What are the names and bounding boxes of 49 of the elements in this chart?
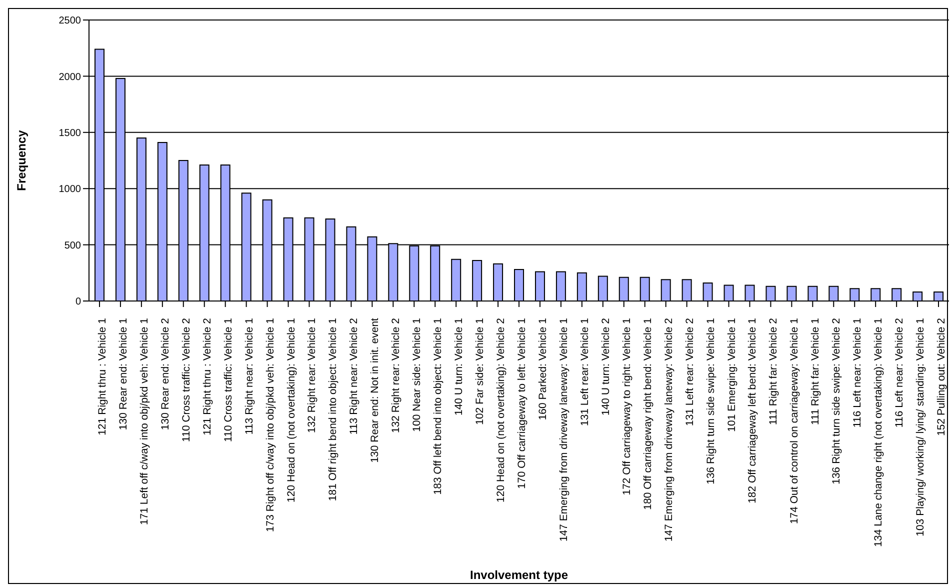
x-tick-label: 103 Playing/ working/ lying/ standing: Vehicle 1 — [914, 318, 927, 536]
x-tick-label: 173 Right off c/way into obj/pkd veh: Vehicle 1 — [264, 318, 276, 532]
x-tick-label: 120 Head on (not overtaking): Vehicle 2 — [495, 318, 508, 502]
x-tick-label: 171 Left off c/way into obj/pkd veh: Vehicle 1 — [138, 318, 150, 526]
x-tick-label: 172 Off carriageway to right: Vehicle 1 — [620, 318, 633, 496]
x-tick-label: 147 Emerging from driveway laneway: Vehicle 2 — [662, 318, 675, 542]
x-tick-label: 182 Off carriageway left bend: Vehicle 1 — [746, 318, 759, 504]
x-tick-label: 110 Cross traffic: Vehicle 1 — [222, 318, 234, 442]
x-tick-label: 110 Cross traffic: Vehicle 2 — [180, 318, 192, 442]
x-tick-label: 121 Right thru : Vehicle 1 — [96, 318, 108, 436]
x-tick-label: 111 Right far: Vehicle 1 — [810, 318, 822, 426]
x-tick-label: 147 Emerging from driveway laneway: Vehicle 1 — [558, 318, 570, 542]
x-axis-title: Involvement type — [470, 568, 568, 582]
x-tick-label: 100 Near side: Vehicle 1 — [411, 318, 424, 432]
x-tick-label: 120 Head on (not overtaking): Vehicle 1 — [285, 318, 298, 502]
x-tick-label: 116 Left near: Vehicle 1 — [852, 318, 864, 428]
x-tick-label: 101 Emerging: Vehicle 1 — [726, 318, 738, 432]
y-tick-label: 1500 — [58, 128, 82, 139]
x-tick-label: 160 Parked: Vehicle 1 — [536, 318, 549, 420]
x-tick-label: 130 Rear end: Vehicle 2 — [159, 318, 172, 430]
y-axis-title: Frequency — [14, 130, 28, 191]
x-tick-label: 131 Left rear: Vehicle 2 — [684, 318, 696, 426]
y-tick-label: 1000 — [58, 184, 82, 196]
y-tick-label: 500 — [64, 240, 82, 252]
x-tick-label: 174 Out of control on carriageway: Vehicle 1 — [788, 318, 801, 524]
x-tick-label: 136 Right turn side swipe: Vehicle 1 — [704, 318, 717, 484]
x-tick-label: 134 Lane change right (not overtaking): Vehicle 1 — [872, 318, 885, 547]
x-tick-label: 113 Right near: Vehicle 2 — [348, 318, 360, 435]
x-tick-label: 131 Left rear: Vehicle 1 — [578, 318, 591, 426]
x-tick-label: 130 Rear end: Vehicle 1 — [117, 318, 130, 430]
x-tick-label: 121 Right thru : Vehicle 2 — [201, 318, 214, 436]
x-tick-label: 183 Off left bend into object: Vehicle 1 — [432, 318, 444, 495]
x-tick-label: 132 Right rear: Vehicle 1 — [306, 318, 318, 433]
x-tick-label: 152 Pulling out: Vehicle 2 — [936, 318, 948, 436]
y-tick-label: 2500 — [58, 16, 82, 27]
x-tick-label: 116 Left near: Vehicle 2 — [894, 318, 906, 428]
x-tick-label: 132 Right rear: Vehicle 2 — [390, 318, 402, 433]
x-tick-label: 111 Right far: Vehicle 2 — [768, 318, 780, 426]
x-tick-label: 140 U turn: Vehicle 1 — [453, 318, 466, 416]
x-tick-label: 170 Off carriageway to left: Vehicle 1 — [516, 318, 528, 489]
x-tick-label: 136 Right turn side swipe: Vehicle 2 — [830, 318, 843, 484]
x-tick-label: 113 Right near: Vehicle 1 — [243, 318, 256, 435]
x-tick-label: 180 Off carriageway right bend: Vehicle 1 — [642, 318, 654, 510]
x-tick-label: 140 U turn: Vehicle 2 — [600, 318, 612, 416]
y-tick-label: 2000 — [58, 72, 82, 83]
x-tick-label: 181 Off right bend into object: Vehicle 1 — [327, 318, 340, 502]
x-tick-label: 102 Far side: Vehicle 1 — [474, 318, 486, 425]
y-tick-label: 0 — [75, 296, 82, 308]
x-tick-label: 130 Rear end: Not in init. event — [369, 318, 382, 463]
